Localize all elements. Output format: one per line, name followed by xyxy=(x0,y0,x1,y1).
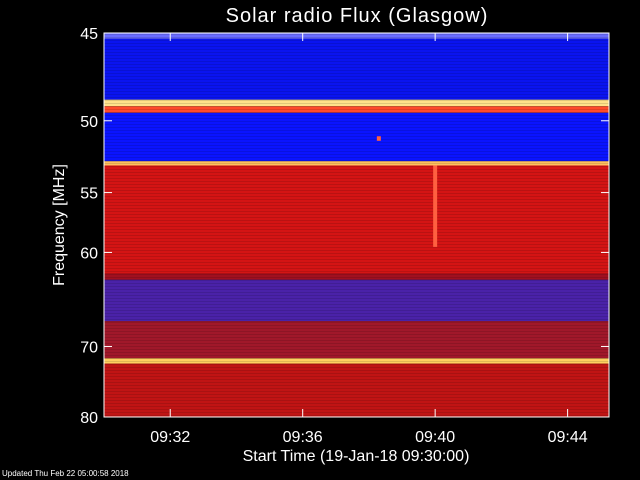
burst-event-0 xyxy=(433,165,438,247)
burst-event-1 xyxy=(376,136,381,141)
plot-area xyxy=(104,33,609,417)
y-tick-label: 45 xyxy=(80,26,98,43)
x-tick-label: 09:40 xyxy=(415,429,455,446)
noise-texture xyxy=(104,33,609,417)
y-axis: 45 50 55 60 70 80 xyxy=(80,26,609,427)
plot-frame xyxy=(103,32,610,418)
y-tick-label: 50 xyxy=(80,114,98,131)
y-tick-label: 80 xyxy=(80,410,98,427)
chart-title: Solar radio Flux (Glasgow) xyxy=(226,5,489,27)
x-tick-label: 09:44 xyxy=(548,429,588,446)
y-tick-label: 60 xyxy=(80,245,98,262)
y-tick-label: 70 xyxy=(80,339,98,356)
x-axis-label: Start Time (19-Jan-18 09:30:00) xyxy=(243,448,470,465)
x-tick-label: 09:32 xyxy=(150,429,190,446)
x-axis: 09:32 09:36 09:40 09:44 xyxy=(150,33,588,446)
y-axis-label: Frequency [MHz] xyxy=(51,164,68,286)
updated-timestamp: Updated Thu Feb 22 05:00:58 2018 xyxy=(2,469,129,478)
x-tick-label: 09:36 xyxy=(283,429,323,446)
y-tick-label: 55 xyxy=(80,186,98,203)
